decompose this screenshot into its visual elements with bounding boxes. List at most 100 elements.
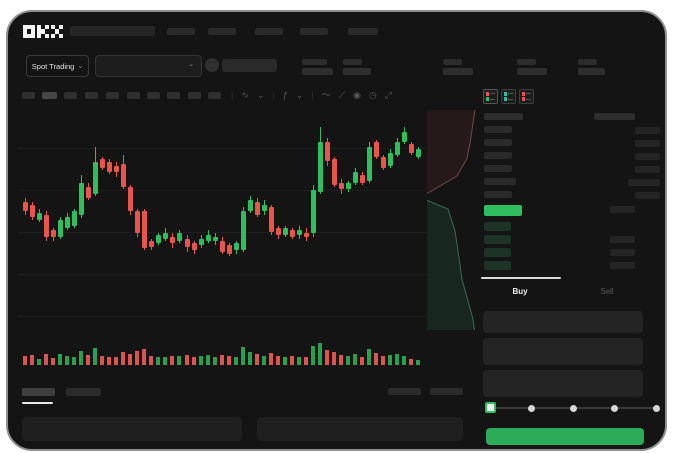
ask-price-skeleton — [484, 178, 516, 185]
chevron-down-icon[interactable]: ⌄ — [256, 90, 265, 100]
candle-body — [395, 142, 401, 156]
interval-button-skeleton[interactable] — [147, 92, 160, 99]
interval-button-skeleton[interactable] — [106, 92, 119, 99]
candle-body — [254, 202, 260, 216]
volume-bar — [317, 343, 322, 366]
ask-price-skeleton — [484, 126, 512, 133]
ask-row[interactable] — [480, 139, 660, 149]
volume-bar — [37, 359, 41, 366]
volume-bar — [345, 356, 350, 365]
indicator-wave-icon[interactable]: ∿ — [241, 90, 249, 100]
candle-body — [121, 163, 127, 188]
candle-body — [142, 211, 148, 248]
timer-icon[interactable]: ◷ — [368, 90, 377, 100]
candle-body — [65, 217, 71, 229]
candle-body — [212, 236, 218, 242]
orderbook-asks-icon[interactable] — [519, 89, 534, 104]
chevron-down-icon: ⌄ — [188, 61, 194, 68]
bottom-tab-skeleton[interactable] — [22, 388, 55, 396]
interval-button-skeleton[interactable] — [64, 92, 77, 99]
brush-icon[interactable]: ⟋ — [338, 90, 346, 100]
interval-button-skeleton[interactable] — [85, 92, 98, 99]
volume-bar — [142, 349, 147, 365]
bid-row[interactable] — [480, 222, 660, 232]
chevron-down-icon[interactable]: ⌄ — [295, 90, 304, 100]
tab-sell[interactable]: Sell — [600, 287, 614, 296]
trendline-icon[interactable]: 〜 — [321, 90, 331, 100]
tab-buy[interactable]: Buy — [512, 287, 528, 296]
divider: | — [311, 90, 314, 100]
volume-bar — [296, 357, 301, 365]
nav-item-skeleton[interactable] — [300, 28, 328, 35]
candle-body — [367, 146, 372, 181]
last-price-badge[interactable] — [484, 205, 522, 216]
order-input-skeleton[interactable] — [483, 311, 643, 333]
interval-button-skeleton[interactable] — [167, 92, 180, 99]
slider-stop-dot[interactable] — [528, 404, 535, 412]
order-input-skeleton[interactable] — [483, 370, 643, 397]
ask-size-skeleton — [635, 153, 660, 160]
buy-submit-button[interactable] — [486, 428, 644, 445]
stat-label-skeleton — [443, 59, 462, 65]
ask-row[interactable] — [480, 152, 660, 162]
interval-button-skeleton[interactable] — [188, 92, 201, 99]
nav-item-skeleton[interactable] — [255, 28, 283, 35]
ask-row[interactable] — [480, 191, 660, 201]
fullscreen-icon[interactable]: ⤢ — [384, 90, 392, 100]
bottom-action-skeleton[interactable] — [388, 388, 421, 395]
volume-bar — [30, 355, 34, 365]
icon-line — [526, 99, 531, 100]
bottom-tab-skeleton[interactable] — [66, 388, 101, 396]
pair-selector-dropdown[interactable]: ⌄ — [95, 55, 202, 77]
nav-item-skeleton[interactable] — [348, 28, 378, 35]
volume-bar — [44, 353, 49, 365]
candle-body — [296, 230, 302, 235]
market-mode-dropdown[interactable]: Spot Trading ⌄ — [26, 55, 89, 77]
pair-name-skeleton — [222, 59, 277, 72]
volume-bar — [275, 355, 280, 365]
bid-row[interactable] — [480, 235, 660, 245]
volume-bar — [381, 355, 385, 365]
slider-stop-dot[interactable] — [569, 404, 577, 412]
orderbook-bids-icon[interactable] — [501, 89, 516, 104]
interval-button-skeleton[interactable] — [22, 92, 35, 99]
orderbook-combined-icon[interactable] — [483, 89, 498, 104]
slider-handle[interactable] — [484, 402, 496, 413]
candlestick-chart[interactable] — [18, 106, 426, 372]
nav-item-skeleton[interactable] — [167, 28, 195, 35]
candle-body — [289, 230, 295, 237]
candle-body — [51, 230, 57, 237]
search-skeleton[interactable] — [70, 26, 155, 36]
stat-label-skeleton — [578, 59, 597, 65]
volume-bar — [191, 356, 196, 365]
stat-value-skeleton — [302, 68, 333, 75]
candle-body — [261, 204, 267, 211]
orderbook-header-skeleton — [484, 113, 523, 120]
candle-body — [114, 165, 120, 173]
bid-row[interactable] — [480, 261, 660, 271]
volume-bar — [395, 354, 400, 365]
candle-body — [303, 232, 309, 237]
active-tab-underline — [22, 402, 53, 404]
candle-body — [79, 183, 85, 216]
stat-label-skeleton — [343, 59, 362, 65]
interval-button-skeleton[interactable] — [127, 92, 140, 99]
icon-line — [526, 93, 531, 94]
interval-button-skeleton[interactable] — [42, 92, 57, 99]
interval-button-skeleton[interactable] — [208, 92, 221, 99]
depth-chart — [427, 110, 476, 330]
ask-row[interactable] — [480, 165, 660, 175]
functions-icon[interactable]: ƒ — [282, 90, 288, 100]
candle-body — [177, 232, 183, 242]
slider-stop-dot[interactable] — [611, 404, 618, 412]
candle-body — [233, 243, 239, 250]
nav-item-skeleton[interactable] — [208, 28, 236, 35]
bottom-action-skeleton[interactable] — [430, 388, 463, 395]
snapshot-icon[interactable]: ◉ — [353, 90, 361, 100]
bid-row[interactable] — [480, 248, 660, 258]
okx-logo-glyph — [23, 25, 35, 38]
slider-stop-dot[interactable] — [652, 404, 660, 412]
ask-row[interactable] — [480, 126, 660, 136]
ask-row[interactable] — [480, 178, 660, 188]
order-input-skeleton[interactable] — [483, 338, 643, 365]
